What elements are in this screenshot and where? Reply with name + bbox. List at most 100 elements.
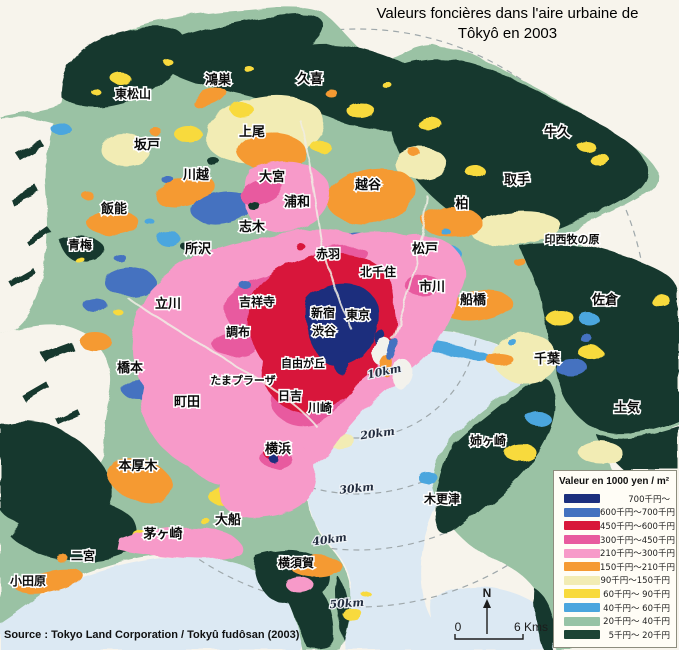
legend-label: 600千円～700千円 bbox=[600, 508, 675, 519]
place-label: 姉ヶ崎 bbox=[470, 433, 506, 448]
scale-bar bbox=[454, 634, 524, 640]
map-title-line2: Tôkyô en 2003 bbox=[457, 25, 558, 42]
legend-swatch bbox=[564, 630, 600, 640]
legend-label: 300千円～450千円 bbox=[600, 535, 675, 546]
ring-label-30km: 30km bbox=[339, 480, 375, 497]
place-label: 吉祥寺 bbox=[239, 294, 275, 309]
north-label: N bbox=[483, 586, 492, 600]
ring-label-50km: 50km bbox=[329, 596, 364, 611]
place-label: 大宮 bbox=[259, 169, 285, 185]
legend-label: 20千円～ 40千円 bbox=[603, 617, 670, 628]
legend-box: Valeur en 1000 yen / m² 700千円～ 600千円～700千… bbox=[553, 470, 677, 648]
legend-swatch bbox=[564, 494, 600, 504]
place-label: 市川 bbox=[419, 279, 445, 295]
place-label: 木更津 bbox=[423, 491, 460, 506]
place-label: 調布 bbox=[226, 324, 250, 339]
legend-label: 90千円～150千円 bbox=[600, 576, 670, 587]
place-label: 牛久 bbox=[544, 124, 571, 140]
legend-row: 60千円～ 90千円 bbox=[558, 587, 672, 601]
uraga-channel bbox=[429, 587, 557, 650]
place-label: 本厚木 bbox=[118, 458, 158, 474]
ring-label-20km: 20km bbox=[358, 425, 395, 443]
legend-swatch bbox=[564, 548, 600, 558]
place-label: 赤羽 bbox=[316, 246, 340, 261]
north-arrow-head bbox=[483, 599, 491, 608]
source-credit: Source : Tokyo Land Corporation / Tokyû … bbox=[4, 629, 300, 641]
place-label: 志木 bbox=[239, 219, 266, 235]
place-label: 東京 bbox=[346, 307, 370, 322]
place-label: 坂戸 bbox=[134, 137, 160, 153]
legend-label: 450千円～600千円 bbox=[600, 521, 675, 532]
legend-row: 20千円～ 40千円 bbox=[558, 614, 672, 628]
place-label: 印西牧の原 bbox=[545, 232, 600, 246]
land-layer bbox=[0, 6, 679, 650]
place-label: 大船 bbox=[215, 512, 241, 528]
legend-row: 300千円～450千円 bbox=[558, 533, 675, 547]
legend-row: 150千円～210千円 bbox=[558, 560, 675, 574]
place-label: 青梅 bbox=[68, 237, 92, 252]
legend-row: 210千円～300千円 bbox=[558, 546, 675, 560]
legend-row: 90千円～150千円 bbox=[558, 574, 672, 588]
place-label: 渋谷 bbox=[312, 323, 337, 338]
place-label: 小田原 bbox=[10, 573, 46, 588]
ring-label-40km: 40km bbox=[311, 531, 347, 549]
legend-row: 450千円～600千円 bbox=[558, 519, 675, 533]
place-label: 鴻巣 bbox=[205, 72, 232, 88]
legend-rows: 700千円～ 600千円～700千円 450千円～600千円 300千円～450千円 2… bbox=[558, 492, 675, 642]
legend-label: 700千円～ bbox=[628, 494, 670, 505]
place-label: 自由が丘 bbox=[281, 356, 325, 370]
place-label: 船橋 bbox=[460, 292, 487, 308]
place-label: 北千住 bbox=[360, 264, 396, 279]
legend-swatch bbox=[564, 562, 600, 572]
place-label: 柏 bbox=[455, 196, 468, 212]
place-label: 松戸 bbox=[412, 241, 438, 257]
tokyo-bay bbox=[306, 330, 538, 650]
scale-zero-label: 0 bbox=[455, 620, 462, 634]
legend-row: 40千円～ 60千円 bbox=[558, 601, 672, 615]
place-label: 町田 bbox=[174, 395, 200, 410]
map-title: Valeurs foncières dans l'aire urbaine de… bbox=[336, 4, 679, 44]
place-label: 新宿 bbox=[311, 305, 335, 320]
legend-row: 700千円～ bbox=[558, 492, 672, 506]
place-label: 立川 bbox=[155, 296, 181, 312]
place-label: たまプラーザ bbox=[210, 373, 275, 387]
legend-row: 600千円～700千円 bbox=[558, 506, 675, 520]
legend-swatch bbox=[564, 603, 600, 613]
legend-title: Valeur en 1000 yen / m² bbox=[559, 476, 670, 487]
place-label: 越谷 bbox=[354, 177, 382, 193]
legend-swatch bbox=[564, 535, 600, 545]
navy-patches bbox=[268, 283, 386, 462]
place-label: 川崎 bbox=[307, 400, 332, 415]
speckles bbox=[56, 59, 592, 597]
scale-distance-label: 6 Kms bbox=[514, 620, 548, 634]
place-label: 横須賀 bbox=[278, 555, 314, 570]
place-label: 久喜 bbox=[297, 71, 323, 87]
legend-label: 210千円～300千円 bbox=[600, 549, 675, 560]
map-title-line1: Valeurs foncières dans l'aire urbaine de bbox=[376, 5, 639, 22]
place-label: 川越 bbox=[182, 167, 210, 183]
legend-swatch bbox=[564, 521, 600, 531]
legend-swatch bbox=[564, 616, 600, 626]
rivers bbox=[127, 119, 429, 429]
legend-row: 5千円～ 20千円 bbox=[558, 628, 672, 642]
place-label: 横浜 bbox=[265, 441, 291, 457]
place-label: 浦和 bbox=[284, 194, 310, 210]
place-label: 日吉 bbox=[278, 388, 302, 403]
place-label: 上尾 bbox=[239, 125, 265, 140]
legend-label: 150千円～210千円 bbox=[600, 562, 675, 573]
place-label: 橋本 bbox=[117, 360, 143, 376]
place-label: 所沢 bbox=[185, 241, 212, 257]
legend-label: 60千円～ 90千円 bbox=[603, 589, 670, 600]
place-label: 佐倉 bbox=[591, 292, 619, 308]
place-label: 土気 bbox=[614, 400, 640, 416]
place-label: 茅ヶ崎 bbox=[143, 526, 182, 542]
place-label: 二宮 bbox=[71, 548, 95, 563]
compass-and-scale: N 0 6 Kms bbox=[454, 586, 548, 640]
legend-swatch bbox=[564, 575, 600, 585]
place-label: 飯能 bbox=[100, 201, 127, 217]
place-label: 取手 bbox=[504, 172, 530, 188]
place-label: 千葉 bbox=[534, 351, 561, 367]
